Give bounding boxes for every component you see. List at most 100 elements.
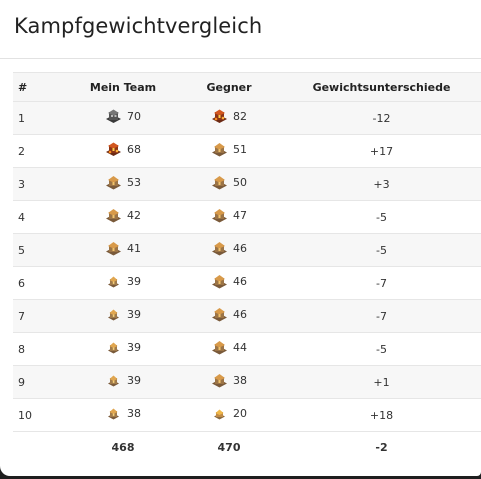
header-num: # [13,72,70,102]
row-number: 10 [13,398,70,432]
townhall-orange-icon [211,208,228,224]
opponent-weight: 46 [233,275,247,288]
team-weight: 38 [127,407,141,420]
opponent-weight: 46 [233,242,247,255]
weight-difference: -5 [282,233,481,267]
total-difference: -2 [282,431,481,463]
table-row: 6 39 46 -7 [13,266,481,300]
opponent-weight: 46 [233,308,247,321]
team-weight: 53 [127,176,141,189]
weight-table: # Mein Team Gegner Gewichtsunterschiede … [13,72,481,463]
opponent-weight-cell: 51 [176,134,282,168]
townhall-lava-icon [105,142,122,158]
townhall-lava-icon [211,109,228,125]
townhall-small-icon [105,307,122,323]
opponent-weight: 20 [233,407,247,420]
opponent-weight: 82 [233,110,247,123]
opponent-weight-cell: 46 [176,299,282,333]
weight-difference: +17 [282,134,481,168]
opponent-weight-cell: 47 [176,200,282,234]
townhall-orange-icon [211,340,228,356]
townhall-orange-icon [211,274,228,290]
table-row: 4 42 47 -5 [13,200,481,234]
table-row: 3 53 50 +3 [13,167,481,201]
team-weight-cell: 42 [70,200,176,234]
team-weight-cell: 41 [70,233,176,267]
table-row: 7 39 46 -7 [13,299,481,333]
weight-difference: -7 [282,299,481,333]
team-weight: 39 [127,308,141,321]
team-weight-cell: 39 [70,299,176,333]
team-weight-cell: 39 [70,365,176,399]
townhall-orange-icon [211,142,228,158]
townhall-orange-icon [211,241,228,257]
row-number: 4 [13,200,70,234]
opponent-weight: 38 [233,374,247,387]
totals-label [13,431,70,463]
table-header-row: # Mein Team Gegner Gewichtsunterschiede [13,72,481,102]
row-number: 6 [13,266,70,300]
row-number: 3 [13,167,70,201]
opponent-weight-cell: 38 [176,365,282,399]
row-number: 2 [13,134,70,168]
table-row: 10 38 20 +18 [13,398,481,432]
row-number: 9 [13,365,70,399]
header-team: Mein Team [70,72,176,102]
opponent-weight-cell: 20 [176,398,282,432]
team-weight: 39 [127,341,141,354]
townhall-small-icon [105,340,122,356]
team-weight-cell: 39 [70,332,176,366]
table-row: 2 68 51 +17 [13,134,481,168]
row-number: 5 [13,233,70,267]
title-divider [0,58,481,59]
table-row: 1 70 82 -12 [13,101,481,135]
team-weight: 68 [127,143,141,156]
townhall-orange-icon [211,175,228,191]
team-weight: 39 [127,275,141,288]
weight-difference: -7 [282,266,481,300]
total-team: 468 [70,431,176,463]
townhall-tiny-icon [211,406,228,422]
weight-difference: +18 [282,398,481,432]
townhall-small-icon [105,406,122,422]
townhall-orange-icon [211,307,228,323]
row-number: 1 [13,101,70,135]
team-weight: 41 [127,242,141,255]
total-opponent: 470 [176,431,282,463]
opponent-weight-cell: 44 [176,332,282,366]
opponent-weight: 51 [233,143,247,156]
team-weight-cell: 53 [70,167,176,201]
team-weight-cell: 70 [70,101,176,135]
header-opponent: Gegner [176,72,282,102]
row-number: 8 [13,332,70,366]
opponent-weight: 50 [233,176,247,189]
totals-row: 468 470 -2 [13,431,481,463]
weight-difference: +3 [282,167,481,201]
team-weight: 39 [127,374,141,387]
opponent-weight-cell: 46 [176,233,282,267]
townhall-orange-icon [105,208,122,224]
townhall-orange-icon [211,373,228,389]
team-weight-cell: 68 [70,134,176,168]
townhall-dark-icon [105,109,122,125]
table-row: 8 39 44 -5 [13,332,481,366]
table-row: 9 39 38 +1 [13,365,481,399]
townhall-small-icon [105,373,122,389]
opponent-weight-cell: 50 [176,167,282,201]
opponent-weight-cell: 82 [176,101,282,135]
header-difference: Gewichtsunterschiede [282,72,481,102]
team-weight: 42 [127,209,141,222]
table-row: 5 41 46 -5 [13,233,481,267]
weight-difference: -12 [282,101,481,135]
opponent-weight: 47 [233,209,247,222]
weight-difference: -5 [282,332,481,366]
row-number: 7 [13,299,70,333]
opponent-weight: 44 [233,341,247,354]
opponent-weight-cell: 46 [176,266,282,300]
team-weight: 70 [127,110,141,123]
weight-difference: -5 [282,200,481,234]
weight-difference: +1 [282,365,481,399]
team-weight-cell: 38 [70,398,176,432]
townhall-orange-icon [105,175,122,191]
